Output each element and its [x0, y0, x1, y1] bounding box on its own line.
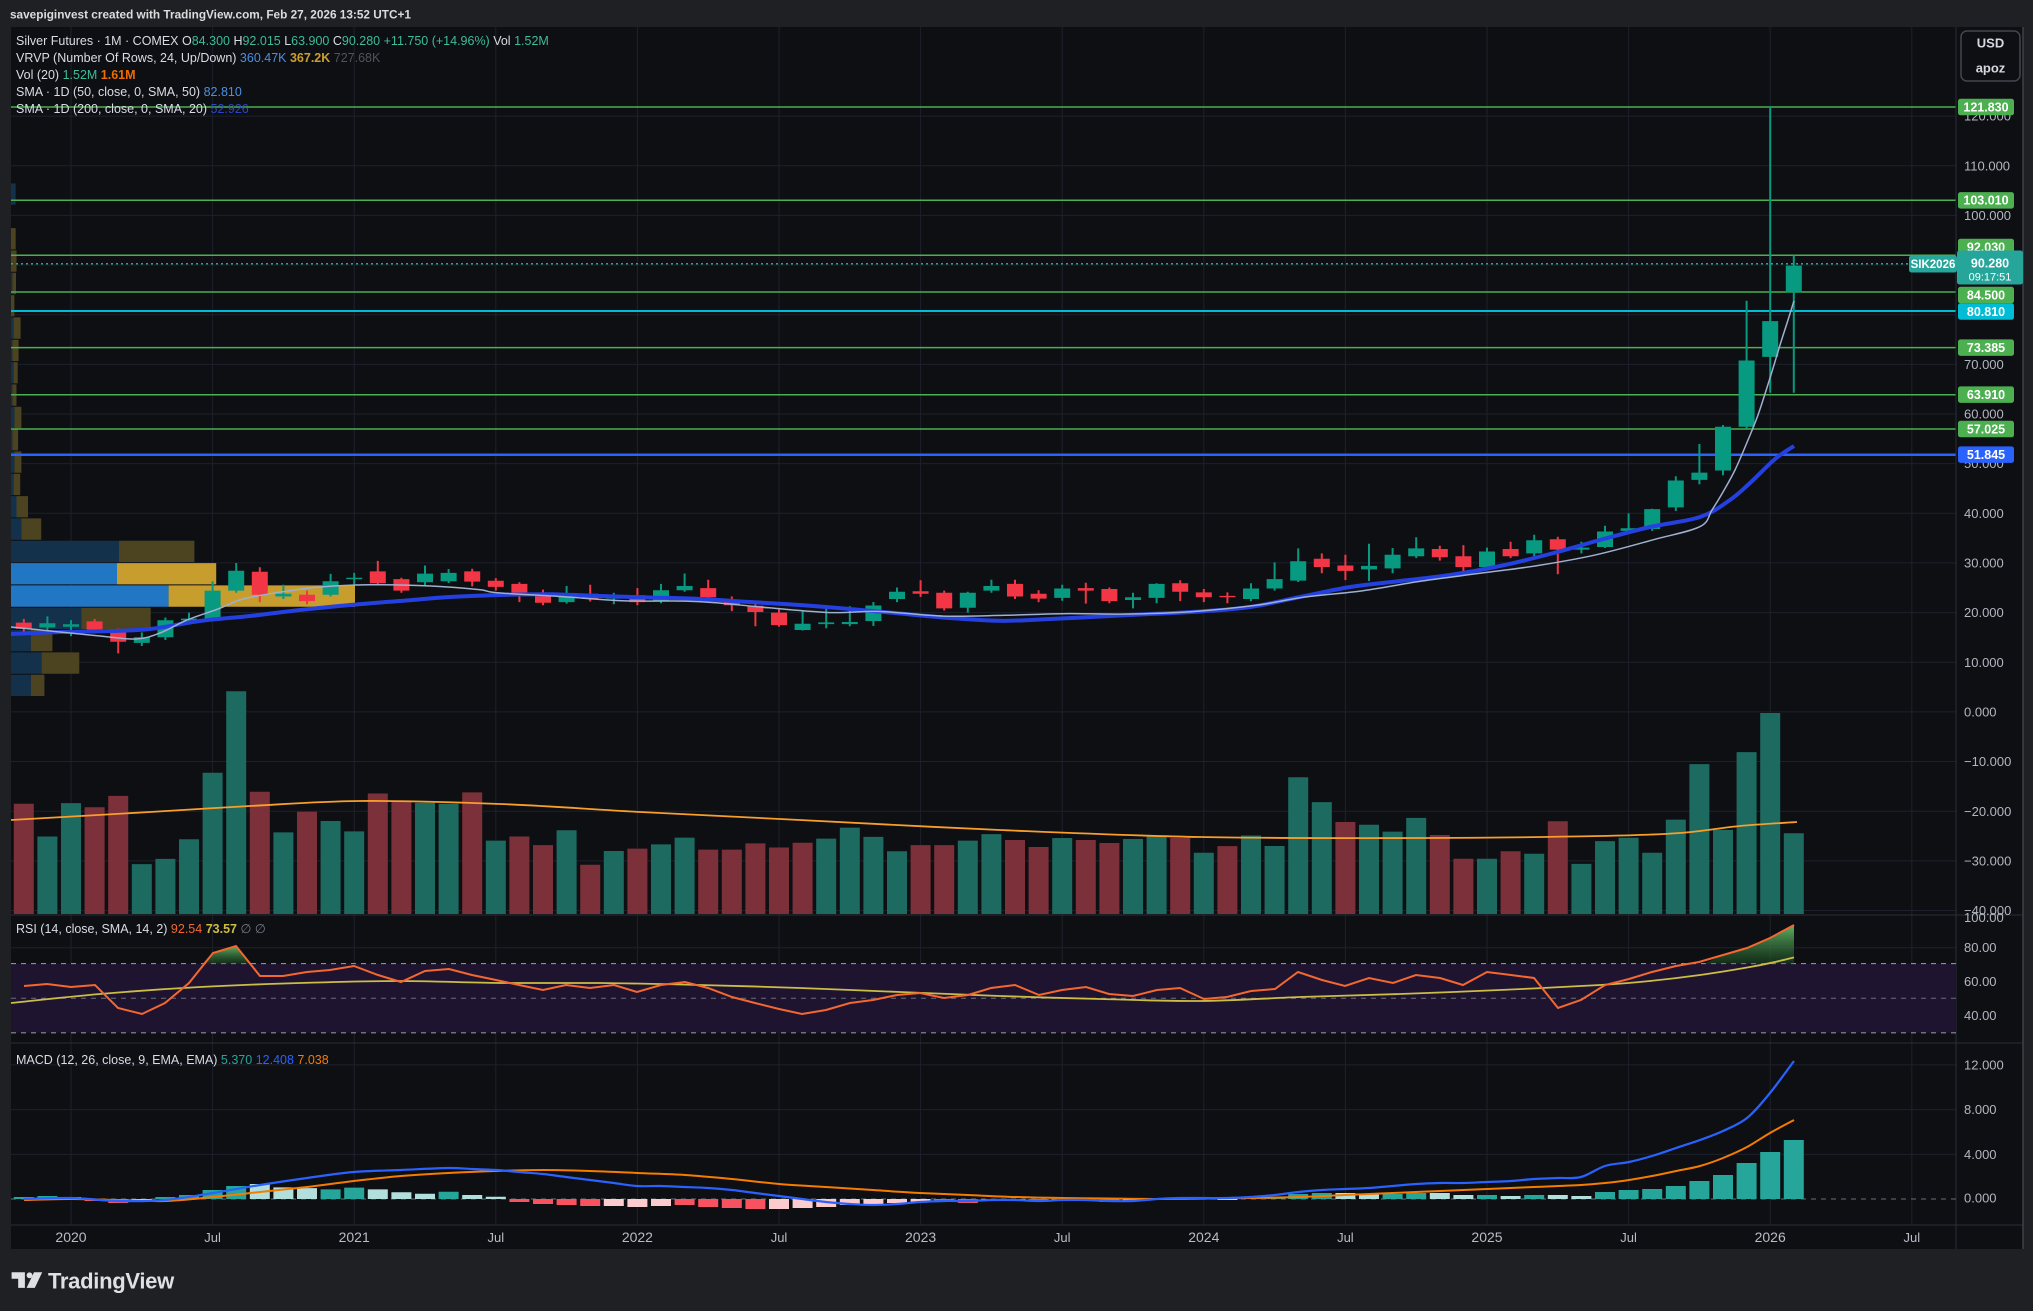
svg-text:−10.000: −10.000 [1964, 754, 2011, 769]
svg-text:2024: 2024 [1188, 1229, 1219, 1245]
svg-text:TradingView: TradingView [48, 1269, 175, 1294]
svg-text:USD: USD [1977, 36, 2004, 51]
svg-text:2021: 2021 [339, 1229, 370, 1245]
svg-text:Jul: Jul [1620, 1230, 1637, 1245]
svg-text:40.00: 40.00 [1964, 1008, 1997, 1023]
svg-text:110.000: 110.000 [1964, 158, 2010, 173]
svg-text:51.845: 51.845 [1967, 448, 2005, 462]
svg-text:Silver Futures · 1M · COMEX O: Silver Futures · 1M · COMEX O84.300 H92.… [16, 34, 549, 48]
svg-text:0.000: 0.000 [1964, 705, 1997, 720]
svg-text:2020: 2020 [55, 1229, 86, 1245]
svg-text:0.000: 0.000 [1964, 1191, 1997, 1206]
svg-text:−40.000: −40.000 [1964, 903, 2011, 918]
svg-text:121.830: 121.830 [1963, 100, 2008, 114]
svg-text:70.000: 70.000 [1964, 357, 2004, 372]
svg-text:84.500: 84.500 [1967, 288, 2005, 302]
svg-text:−30.000: −30.000 [1964, 854, 2011, 869]
svg-text:savepiginvest created with Tra: savepiginvest created with TradingView.c… [10, 8, 411, 22]
svg-text:8.000: 8.000 [1964, 1102, 1997, 1117]
svg-text:80.810: 80.810 [1967, 305, 2005, 319]
svg-text:2025: 2025 [1471, 1229, 1502, 1245]
svg-text:apoz: apoz [1976, 61, 2006, 76]
svg-text:63.910: 63.910 [1967, 388, 2005, 402]
svg-text:Jul: Jul [1054, 1230, 1071, 1245]
svg-text:103.010: 103.010 [1963, 194, 2008, 208]
svg-text:Vol (20) 1.52M 1.61M: Vol (20) 1.52M 1.61M [16, 68, 136, 82]
svg-text:SMA · 1D (50, close, 0, SMA, 5: SMA · 1D (50, close, 0, SMA, 50) 82.810 [16, 85, 242, 99]
svg-text:12.000: 12.000 [1964, 1057, 2004, 1072]
svg-text:2026: 2026 [1755, 1229, 1786, 1245]
svg-text:100.00: 100.00 [1964, 910, 2004, 925]
svg-text:SMA · 1D (200, close, 0, SMA,: SMA · 1D (200, close, 0, SMA, 20) 52.926 [16, 102, 249, 116]
svg-text:2023: 2023 [905, 1229, 936, 1245]
svg-text:60.00: 60.00 [1964, 974, 1997, 989]
svg-text:4.000: 4.000 [1964, 1147, 1997, 1162]
svg-text:Jul: Jul [1903, 1230, 1920, 1245]
svg-text:Jul: Jul [1337, 1230, 1354, 1245]
svg-text:20.000: 20.000 [1964, 605, 2004, 620]
svg-text:100.000: 100.000 [1964, 208, 2011, 223]
svg-text:MACD (12, 26, close, 9, EMA, E: MACD (12, 26, close, 9, EMA, EMA) 5.370 … [16, 1053, 329, 1067]
svg-text:2022: 2022 [622, 1229, 653, 1245]
svg-text:57.025: 57.025 [1967, 422, 2005, 436]
svg-text:VRVP (Number Of Rows, 24, Up/D: VRVP (Number Of Rows, 24, Up/Down) 360.4… [16, 51, 381, 65]
svg-text:40.000: 40.000 [1964, 506, 2004, 521]
svg-text:80.00: 80.00 [1964, 940, 1997, 955]
svg-text:Jul: Jul [204, 1230, 221, 1245]
svg-text:60.000: 60.000 [1964, 407, 2004, 422]
svg-text:30.000: 30.000 [1964, 556, 2004, 571]
svg-text:90.280: 90.280 [1971, 257, 2009, 271]
svg-text:RSI (14, close, SMA, 14, 2) 92: RSI (14, close, SMA, 14, 2) 92.54 73.57 … [16, 922, 266, 936]
svg-text:−20.000: −20.000 [1964, 804, 2011, 819]
svg-text:10.000: 10.000 [1964, 655, 2004, 670]
svg-text:Jul: Jul [771, 1230, 788, 1245]
svg-text:73.385: 73.385 [1967, 341, 2005, 355]
svg-text:09:17:51: 09:17:51 [1969, 272, 2012, 284]
svg-text:SIK2026: SIK2026 [1911, 259, 1956, 271]
svg-text:Jul: Jul [487, 1230, 504, 1245]
